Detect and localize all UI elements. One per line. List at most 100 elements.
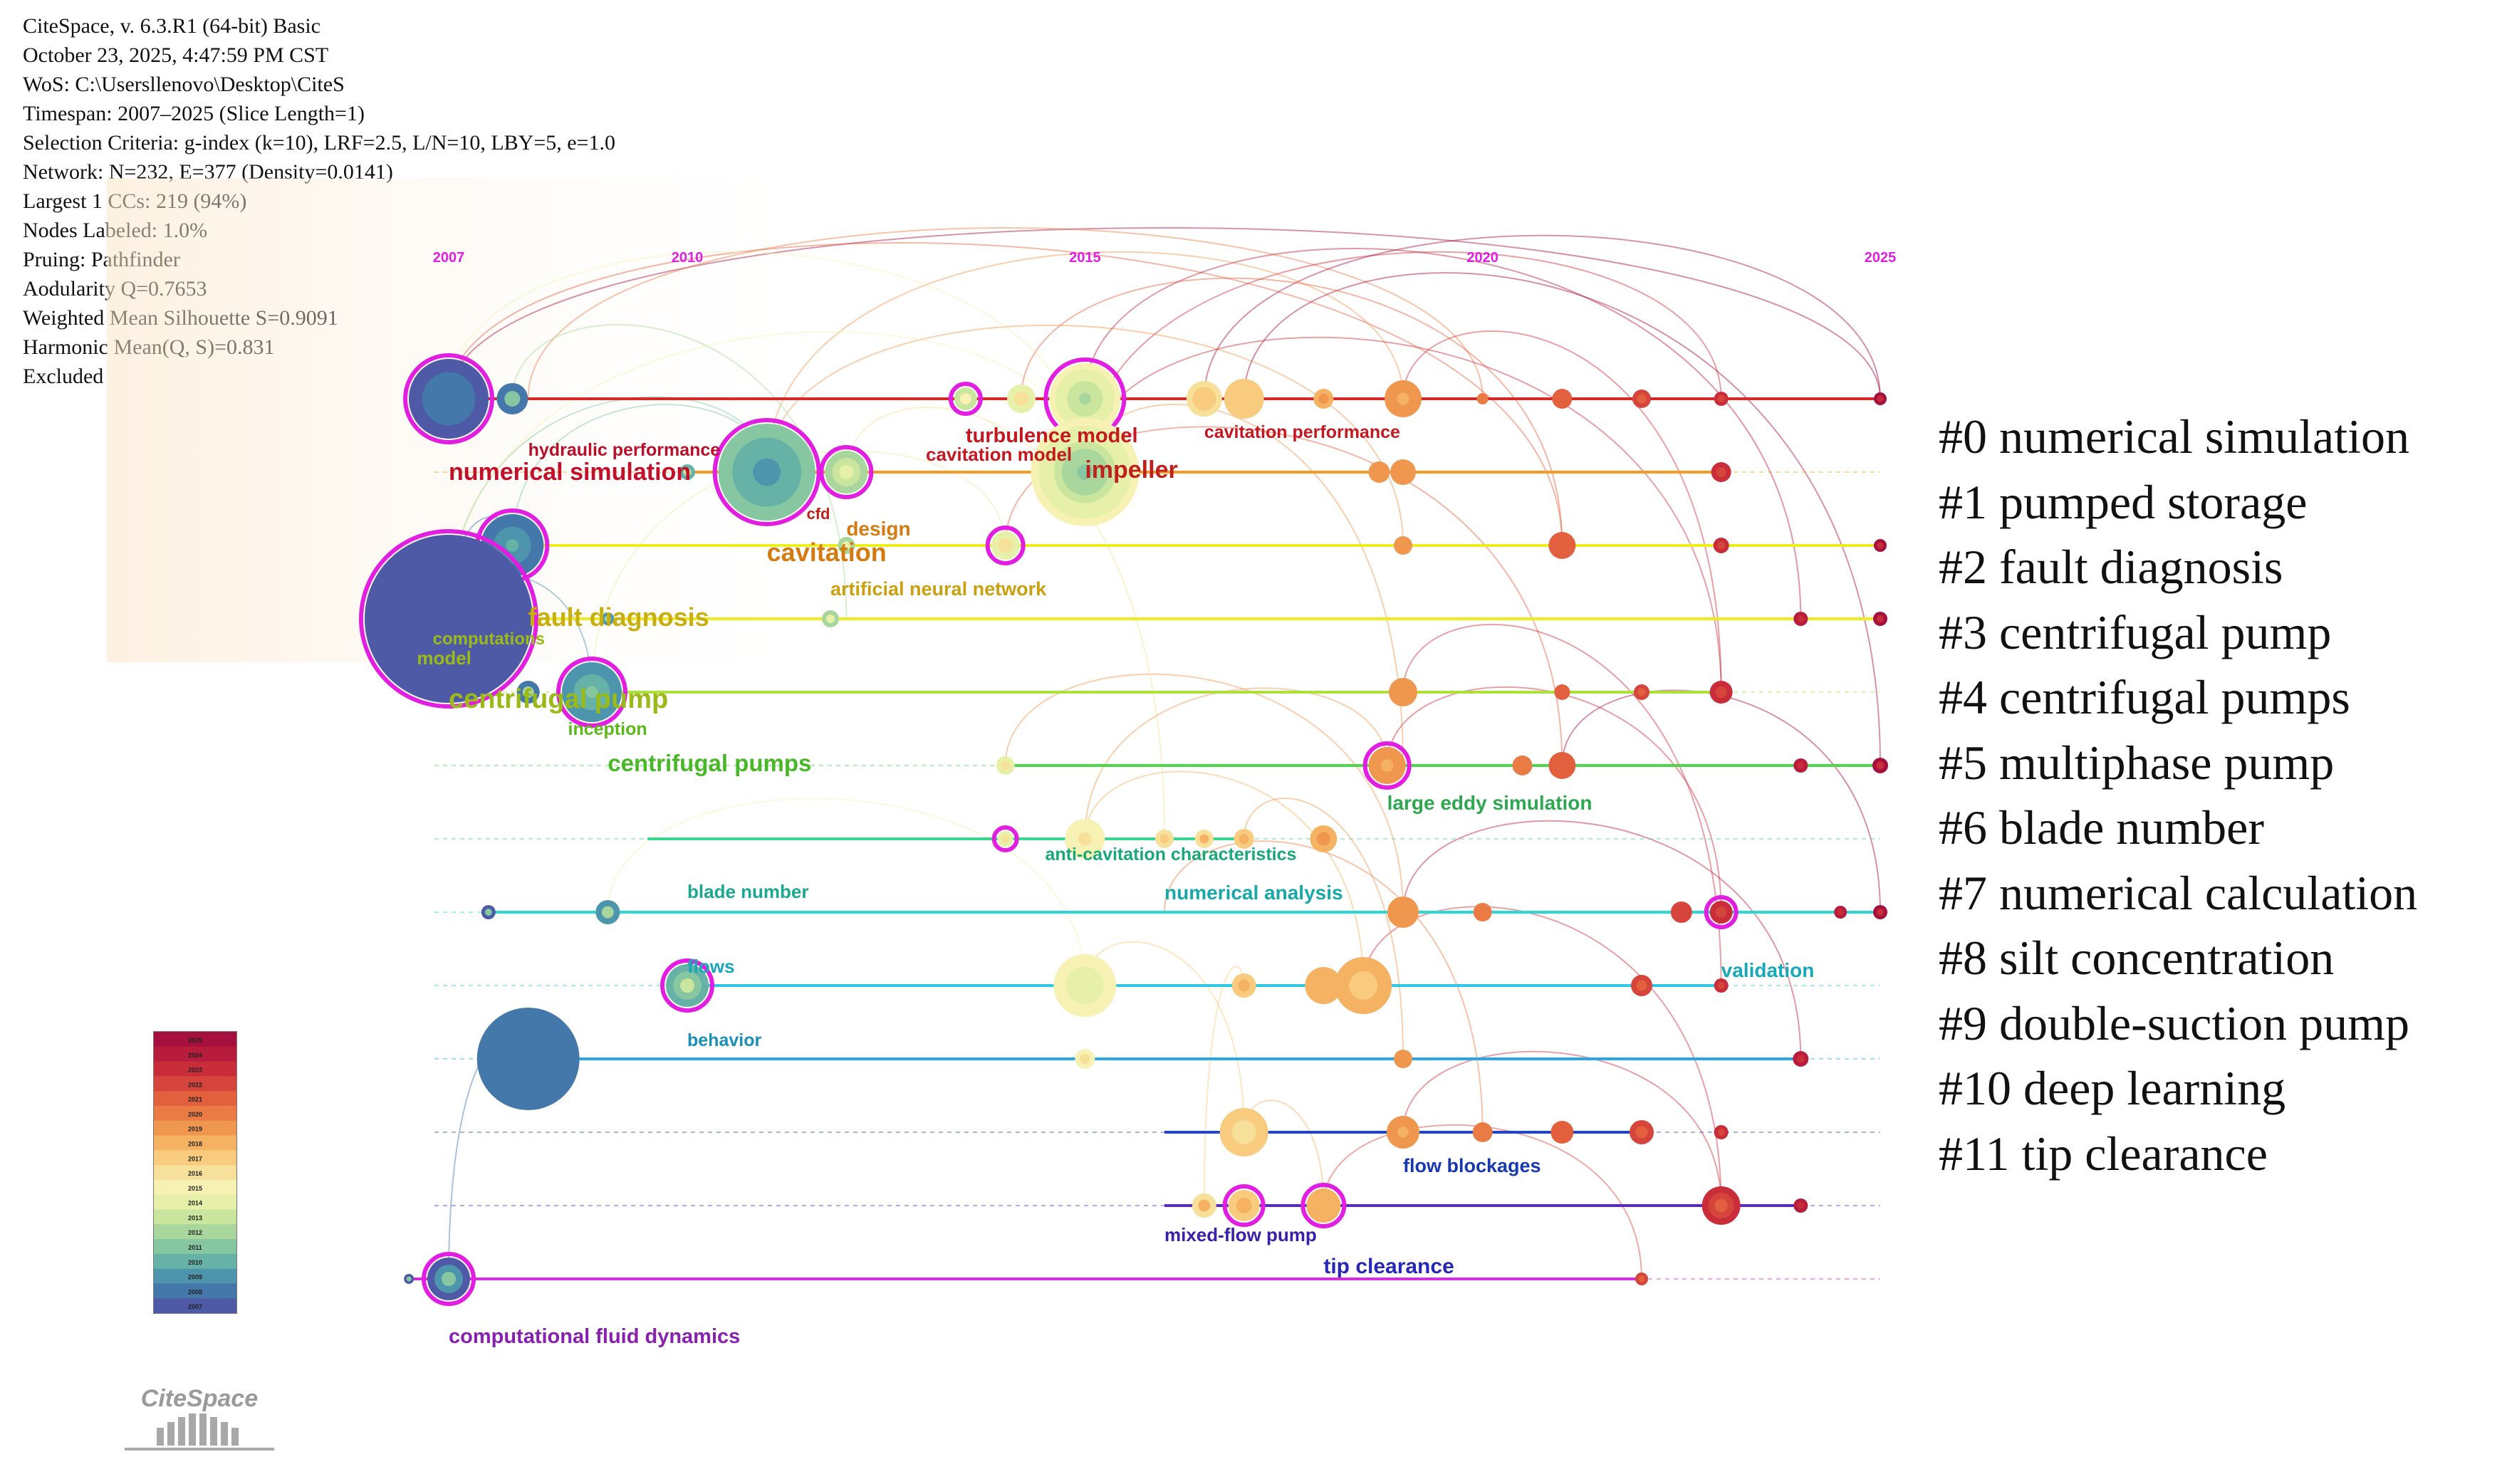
node-ring — [1198, 1199, 1211, 1212]
node-ring — [1717, 982, 1725, 989]
citation-arc — [1362, 906, 1722, 1206]
keyword-node[interactable] — [1793, 758, 1808, 773]
keyword-node[interactable] — [556, 657, 627, 728]
keyword-node[interactable] — [1194, 830, 1214, 848]
keyword-node[interactable] — [1793, 1051, 1809, 1067]
node-ring — [1837, 909, 1844, 916]
keyword-node[interactable] — [1554, 684, 1570, 700]
keyword-node[interactable] — [819, 445, 874, 499]
keyword-node[interactable] — [1300, 1183, 1347, 1228]
color-scale-swatch — [154, 1283, 236, 1299]
keyword-node[interactable] — [1389, 678, 1417, 706]
keyword-node[interactable] — [1335, 957, 1392, 1014]
node-ring — [1479, 396, 1486, 402]
keyword-node[interactable] — [1635, 1273, 1648, 1285]
keyword-node[interactable] — [1473, 903, 1492, 921]
keyword-node[interactable] — [1065, 819, 1105, 859]
keyword-node[interactable] — [1224, 379, 1264, 419]
keyword-node[interactable] — [1631, 975, 1652, 996]
keyword-node[interactable] — [1385, 380, 1422, 417]
keyword-node[interactable] — [1634, 684, 1649, 700]
keyword-node[interactable] — [481, 905, 496, 919]
keyword-node[interactable] — [1872, 758, 1888, 773]
keyword-node[interactable] — [948, 382, 983, 416]
keyword-node[interactable] — [1709, 681, 1733, 704]
keyword-node[interactable] — [1231, 973, 1256, 998]
keyword-node[interactable] — [476, 1008, 580, 1110]
keyword-node[interactable] — [1713, 538, 1729, 553]
keyword-node[interactable] — [1632, 390, 1651, 408]
keyword-node[interactable] — [1007, 385, 1036, 413]
color-scale-year-label: 2024 — [188, 1052, 202, 1059]
keyword-node[interactable] — [1394, 536, 1412, 555]
keyword-node[interactable] — [1704, 895, 1739, 929]
keyword-node[interactable] — [1394, 1050, 1412, 1068]
keyword-node[interactable] — [1714, 392, 1729, 406]
keyword-node[interactable] — [1472, 1122, 1493, 1142]
keyword-node[interactable] — [1368, 461, 1390, 483]
keyword-node[interactable] — [1874, 539, 1887, 552]
keyword-node[interactable] — [601, 612, 615, 625]
keyword-node[interactable] — [1701, 1186, 1741, 1225]
keyword-node[interactable] — [985, 526, 1026, 565]
legend-item: #7 numerical calculation — [1939, 865, 2418, 920]
node-ring — [1876, 761, 1885, 770]
citespace-logo: CiteSpace — [125, 1385, 274, 1451]
keyword-node[interactable] — [1476, 393, 1489, 404]
keyword-node[interactable] — [404, 1274, 415, 1284]
keyword-node[interactable] — [1630, 1120, 1654, 1144]
keyword-node[interactable] — [1834, 906, 1847, 919]
keyword-node[interactable] — [1186, 381, 1222, 417]
keyword-node[interactable] — [991, 825, 1019, 852]
year-axis: 2007 2010 2015 2020 2025 — [433, 250, 1897, 266]
keyword-node[interactable] — [595, 900, 620, 924]
keyword-node[interactable] — [1234, 829, 1254, 849]
keyword-node[interactable] — [1053, 954, 1117, 1017]
keyword-node[interactable] — [712, 418, 821, 526]
keyword-node[interactable] — [422, 1252, 476, 1306]
keyword-node[interactable] — [1793, 1198, 1808, 1213]
keyword-node[interactable] — [1192, 1193, 1216, 1218]
keyword-node[interactable] — [1714, 1125, 1729, 1139]
keyword-node[interactable] — [1313, 389, 1334, 409]
keyword-node[interactable] — [660, 958, 714, 1013]
node-ring — [1397, 466, 1409, 479]
keyword-node[interactable] — [1550, 1121, 1574, 1144]
keyword-node[interactable] — [496, 383, 528, 414]
keyword-node[interactable] — [1075, 1049, 1095, 1069]
keyword-node[interactable] — [516, 681, 540, 704]
keyword-node[interactable] — [1031, 418, 1140, 526]
keyword-node[interactable] — [1387, 897, 1419, 928]
keyword-node[interactable] — [1873, 905, 1887, 919]
keyword-node[interactable] — [1873, 612, 1887, 626]
keyword-node[interactable] — [1874, 392, 1887, 405]
keyword-node[interactable] — [679, 464, 695, 480]
keyword-node[interactable] — [1387, 1116, 1419, 1149]
keyword-node[interactable] — [1793, 612, 1808, 626]
keyword-node[interactable] — [403, 353, 494, 444]
keyword-node[interactable] — [822, 610, 839, 627]
keyword-node[interactable] — [996, 756, 1015, 775]
legend-item: #1 pumped storage — [1939, 474, 2308, 529]
keyword-node[interactable] — [1548, 532, 1576, 559]
keyword-node[interactable] — [1711, 462, 1731, 482]
keyword-node[interactable] — [1670, 902, 1692, 923]
keyword-node[interactable] — [1305, 967, 1343, 1004]
keyword-node[interactable] — [838, 537, 855, 554]
keyword-node[interactable] — [1552, 389, 1573, 409]
keyword-node[interactable] — [1155, 830, 1174, 848]
citation-arc — [1021, 277, 1563, 546]
keyword-node[interactable] — [1362, 741, 1412, 790]
node-ring — [604, 615, 611, 622]
node-ring — [1797, 1202, 1805, 1209]
legend-item: #8 silt concentration — [1939, 931, 2335, 985]
keyword-node[interactable] — [1222, 1184, 1266, 1227]
keyword-node[interactable] — [1310, 825, 1338, 852]
keyword-node[interactable] — [1219, 1108, 1268, 1156]
keyword-node[interactable] — [1512, 756, 1533, 775]
keyword-node[interactable] — [1390, 459, 1416, 485]
legend-item: #5 multiphase pump — [1939, 735, 2335, 790]
keyword-node[interactable] — [1548, 752, 1576, 779]
keyword-node[interactable] — [359, 529, 538, 709]
keyword-node[interactable] — [1714, 978, 1729, 993]
